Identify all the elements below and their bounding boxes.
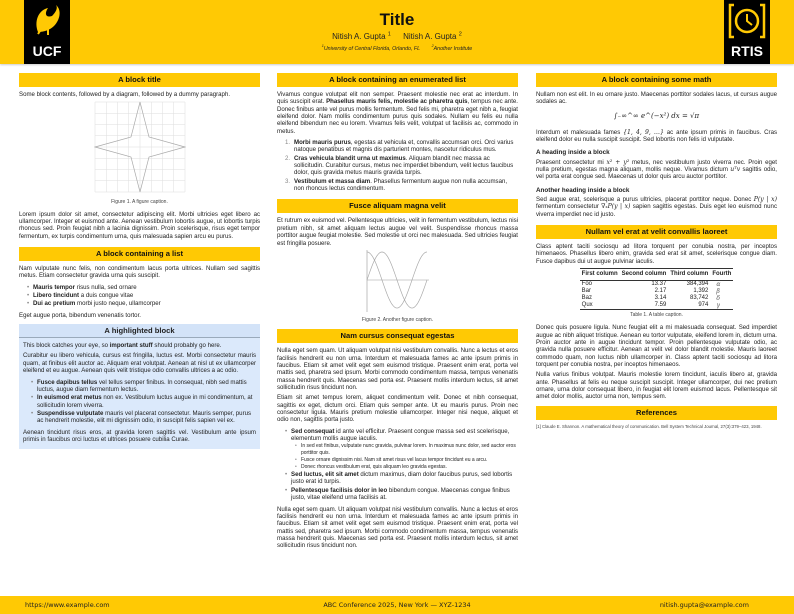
table-cell: 7.59 (654, 302, 667, 309)
column-3: A block containing some math Nullam non … (536, 73, 778, 429)
subheading: Another heading inside a block (536, 186, 630, 194)
figure-caption: Figure 2. Another figure caption. (361, 317, 434, 324)
wave-curve (366, 251, 427, 309)
table-caption: Table 1. A table caption. (630, 312, 683, 319)
list-item: Cras vehicula blandit urna ut maximus. A… (285, 154, 514, 177)
sub-list: In sed est finibus, vulputate nunc gravi… (295, 443, 518, 470)
column-2: A block containing an enumerated list Vi… (277, 73, 518, 553)
poster-title: Title (379, 10, 415, 29)
wave-curve (366, 251, 427, 309)
star-shape (93, 102, 186, 193)
list-item: Mauris tempor risus nulla, sed ornare (27, 284, 260, 292)
list-item: Sed consequat id ante vel efficitur. Pra… (285, 428, 518, 471)
affiliations: 1University of Central Florida, Orlando,… (321, 44, 473, 52)
block-title: A block containing a list (19, 247, 260, 262)
table-cell: Foo (581, 281, 592, 288)
table-cell: 384,394 (686, 281, 709, 288)
author: Nitish A. Gupta 2 (403, 31, 462, 41)
poster-footer: https://www.example.com ABC Conference 2… (0, 596, 794, 614)
table-cell: β (716, 288, 720, 296)
figure-star-diagram (19, 101, 260, 195)
block-title: A block containing an enumerated list (277, 73, 518, 87)
bullet-list: Sed consequat id ante vel efficitur. Pra… (285, 428, 518, 502)
list-item: In euismod erat metus non ex. Vestibulum… (31, 394, 256, 409)
conference-info: ABC Conference 2025, New York — XYZ-1234 (323, 601, 471, 609)
list-item: Fusce dapibus tellus vel tellus semper f… (31, 379, 256, 394)
website-link[interactable]: https://www.example.com (25, 601, 110, 609)
reference-item: [1] Claude E. Shannon. A mathematical th… (536, 423, 762, 429)
table-cell: 83,742 (689, 295, 709, 302)
table-row: Baz 3.14 83,742 δ (580, 295, 734, 302)
table-row: Foo 13.37 384,394 α (580, 281, 734, 289)
ucf-logo: UCF (24, 0, 70, 64)
authors: Nitish A. Gupta 1 Nitish A. Gupta 2 (0, 32, 794, 42)
table-cell: Qux (581, 302, 593, 309)
pegasus-icon (36, 5, 60, 35)
block-title: References (536, 405, 777, 420)
table-cell: α (716, 281, 721, 289)
list-item: Sed luctus, elit sit amet dictum maximus… (285, 471, 518, 486)
bullet-list: Mauris tempor risus nulla, sed ornare Li… (27, 284, 260, 308)
highlighted-block: A highlighted block This block catches y… (19, 324, 260, 450)
table-cell: 974 (698, 302, 709, 309)
block-title: Nullam vel erat at velit convallis laore… (536, 225, 777, 240)
rtis-logo: RTIS (724, 0, 770, 64)
list-item: Morbi mauris purus, egestas at vehicula … (285, 139, 514, 154)
table-cell: γ (716, 302, 720, 310)
list-item: Pellentesque facilisis dolor in leo bibe… (285, 487, 518, 502)
column-1: A block title Some block contents, follo… (19, 73, 260, 450)
block-title: A block title (19, 73, 260, 87)
table-row: Bar 2.17 1,392 β (580, 288, 734, 295)
table-cell: 3.14 (654, 295, 667, 302)
block-title: Nam cursus consequat egestas (277, 329, 518, 344)
table-cell: 1,392 (693, 288, 709, 295)
block-title: A block containing some math (536, 73, 777, 87)
table-cell: Baz (581, 295, 592, 302)
bullet-list: Fusce dapibus tellus vel tellus semper f… (31, 379, 256, 425)
figure-sine-waves (277, 249, 518, 314)
author: Nitish A. Gupta 1 (332, 31, 391, 41)
figure-caption: Figure 1. A figure caption. (111, 198, 168, 205)
poster-header: UCF Title Nitish A. Gupta 1 Nitish A. Gu… (0, 0, 794, 64)
table-cell: Bar (581, 288, 591, 295)
equation: ∫₋∞^∞ e^(−x²) dx = √π (613, 111, 700, 120)
table-row: Qux 7.59 974 γ (580, 302, 734, 310)
list-item: Dui ac pretium morbi justo neque, ullamc… (27, 300, 260, 308)
clock-icon (728, 3, 766, 39)
table-cell: δ (716, 295, 720, 303)
email-link[interactable]: nitish.gupta@example.com (659, 601, 749, 609)
enumerated-list: Morbi mauris purus, egestas at vehicula … (285, 139, 518, 192)
subheading: A heading inside a block (536, 149, 610, 157)
table-cell: 13.37 (651, 281, 667, 288)
block-title: Fusce aliquam magna velit (277, 199, 518, 214)
data-table: First column Second column Third column Fou… (579, 268, 734, 311)
table-cell: 2.17 (654, 288, 667, 295)
list-item: Libero tincidunt a duis congue vitae (27, 292, 260, 300)
list-item: Suspendisse vulputate mauris vel placera… (31, 410, 256, 425)
list-item: Vestibulum et massa diam. Phasellus ferm… (285, 177, 508, 193)
block-title: A highlighted block (19, 324, 260, 339)
